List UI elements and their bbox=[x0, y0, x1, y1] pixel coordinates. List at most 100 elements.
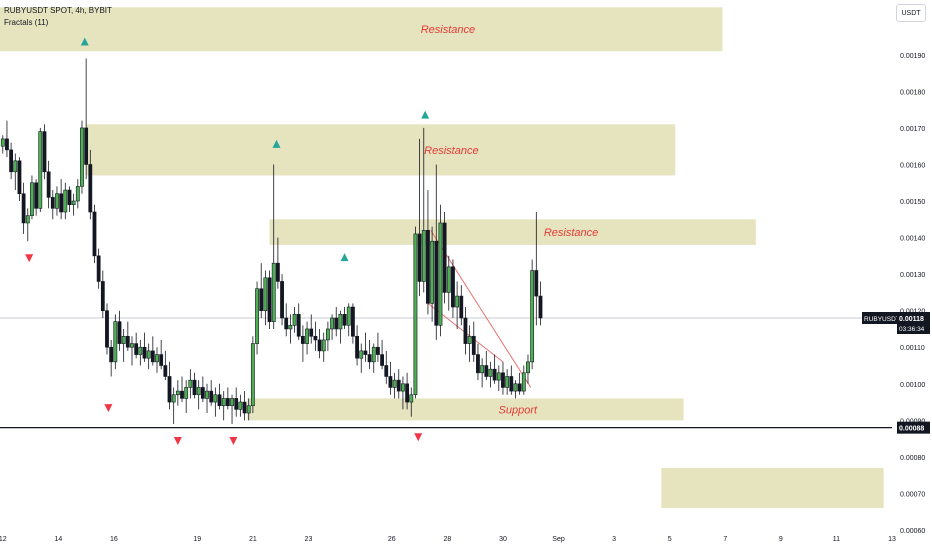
candle-up bbox=[175, 390, 180, 396]
x-tick-label: 5 bbox=[668, 536, 672, 543]
candle-up bbox=[75, 186, 80, 202]
candle-down bbox=[167, 376, 172, 403]
y-tick-label: 0.00110 bbox=[900, 345, 925, 352]
candle-up bbox=[438, 222, 443, 326]
candle-up bbox=[63, 189, 68, 213]
candle-down bbox=[417, 233, 422, 282]
candle-up bbox=[113, 321, 118, 363]
candle-up bbox=[530, 270, 535, 363]
candle-down bbox=[9, 149, 14, 173]
candle-down bbox=[259, 288, 264, 311]
last-price-value: 0.00118 bbox=[899, 316, 924, 323]
candle-down bbox=[225, 398, 230, 407]
candle-up bbox=[359, 350, 364, 359]
candle-down bbox=[150, 350, 155, 363]
candle-down bbox=[192, 379, 197, 396]
candle-down bbox=[384, 365, 389, 377]
candle-down bbox=[309, 328, 314, 337]
x-tick-label: 13 bbox=[888, 536, 896, 543]
candle-down bbox=[159, 354, 164, 366]
candle-down bbox=[21, 193, 26, 224]
candle-up bbox=[146, 350, 151, 359]
candle-down bbox=[34, 182, 39, 209]
candle-up bbox=[271, 262, 276, 322]
candle-up bbox=[305, 328, 309, 344]
candle-up bbox=[455, 295, 460, 308]
candle-up bbox=[80, 127, 84, 187]
candle-down bbox=[517, 383, 522, 392]
candle-up bbox=[413, 233, 418, 396]
candle-up bbox=[238, 401, 243, 410]
fractal-up-icon bbox=[272, 139, 281, 148]
y-tick-label: 0.00130 bbox=[900, 272, 925, 279]
candle-down bbox=[484, 365, 489, 377]
y-tick-label: 0.00180 bbox=[900, 89, 925, 96]
candle-down bbox=[92, 211, 97, 257]
candle-down bbox=[163, 365, 168, 377]
zone-2 bbox=[269, 219, 756, 245]
indicator-label[interactable]: Fractals (11) bbox=[4, 18, 49, 27]
candle-down bbox=[284, 317, 289, 330]
candle-up bbox=[221, 398, 226, 407]
candle-up bbox=[250, 343, 255, 407]
candle-down bbox=[96, 255, 101, 282]
candle-down bbox=[234, 398, 239, 410]
last-price-symbol-badge bbox=[862, 312, 897, 324]
candle-down bbox=[280, 281, 284, 319]
candle-down bbox=[242, 401, 247, 414]
zones-layer: Resistance Resistance Resistance Support bbox=[0, 7, 884, 509]
fractal-up-icon bbox=[421, 110, 430, 119]
zone-label-0: Resistance bbox=[421, 24, 475, 36]
candle-up bbox=[0, 138, 5, 147]
y-tick-label: 0.00160 bbox=[900, 162, 925, 169]
candle-up bbox=[513, 383, 518, 392]
fractal-down-icon bbox=[173, 436, 182, 445]
candle-down bbox=[538, 295, 543, 319]
fractal-down-icon bbox=[229, 436, 238, 445]
candle-down bbox=[334, 317, 339, 330]
candle-up bbox=[371, 346, 376, 363]
candle-down bbox=[134, 343, 139, 355]
last-price-countdown: 03:36:34 bbox=[899, 326, 925, 333]
candle-up bbox=[521, 372, 526, 392]
candle-down bbox=[367, 354, 372, 363]
candle-up bbox=[401, 383, 405, 392]
fractal-up-icon bbox=[80, 37, 89, 46]
y-tick-label: 0.00100 bbox=[900, 382, 925, 389]
y-tick-label: 0.00140 bbox=[900, 236, 925, 243]
fractal-down-icon bbox=[104, 404, 113, 413]
candle-up bbox=[330, 317, 334, 330]
candle-up bbox=[263, 277, 268, 311]
fractals-layer bbox=[25, 37, 430, 445]
candle-up bbox=[121, 335, 126, 344]
candle-up bbox=[496, 372, 501, 381]
candle-down bbox=[217, 394, 222, 407]
fractal-up-icon bbox=[340, 253, 349, 262]
candle-down bbox=[380, 354, 384, 366]
candle-up bbox=[321, 339, 326, 352]
candle-down bbox=[275, 262, 280, 282]
candle-up bbox=[446, 266, 451, 293]
currency-button[interactable]: USDT bbox=[896, 4, 926, 22]
candle-down bbox=[317, 339, 322, 352]
candle-down bbox=[50, 197, 55, 209]
x-tick-label: 28 bbox=[443, 536, 451, 543]
fractal-down-icon bbox=[25, 254, 34, 263]
candle-up bbox=[38, 131, 43, 209]
candle-down bbox=[200, 387, 205, 399]
candle-down bbox=[405, 383, 409, 403]
candles-layer bbox=[0, 58, 543, 424]
candle-down bbox=[534, 270, 539, 297]
candle-down bbox=[459, 295, 464, 319]
y-tick-label: 0.00150 bbox=[900, 199, 925, 206]
candle-down bbox=[17, 160, 22, 195]
candle-down bbox=[451, 266, 455, 308]
candle-up bbox=[488, 368, 493, 377]
zone-1 bbox=[86, 124, 676, 176]
candle-up bbox=[155, 354, 159, 363]
x-tick-label: 11 bbox=[833, 536, 840, 543]
x-tick-label: 16 bbox=[110, 536, 118, 543]
candle-up bbox=[188, 379, 193, 388]
candle-up bbox=[288, 325, 293, 330]
